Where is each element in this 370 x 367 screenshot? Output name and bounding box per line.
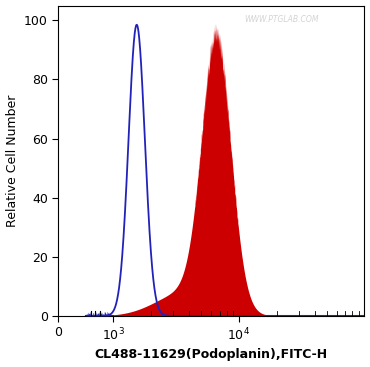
Text: WWW.PTGLAB.COM: WWW.PTGLAB.COM: [245, 15, 319, 24]
X-axis label: CL488-11629(Podoplanin),FITC-H: CL488-11629(Podoplanin),FITC-H: [95, 348, 328, 361]
Y-axis label: Relative Cell Number: Relative Cell Number: [6, 95, 18, 227]
